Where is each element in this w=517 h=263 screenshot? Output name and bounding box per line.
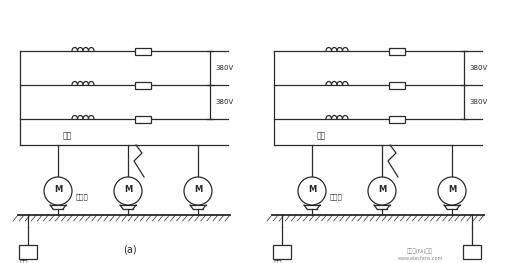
Bar xyxy=(389,48,405,54)
Text: 斷線: 斷線 xyxy=(63,131,72,140)
Bar xyxy=(389,115,405,123)
Text: 電動機: 電動機 xyxy=(76,194,89,200)
Text: 接地: 接地 xyxy=(274,259,282,263)
Text: M: M xyxy=(308,185,316,195)
Text: (a): (a) xyxy=(123,245,137,255)
Bar xyxy=(19,245,37,259)
Text: 380V: 380V xyxy=(469,65,487,71)
Bar xyxy=(135,82,151,89)
Text: 380V: 380V xyxy=(215,65,233,71)
Circle shape xyxy=(114,177,142,205)
Text: 電動機: 電動機 xyxy=(330,194,343,200)
Text: www.elecfans.com: www.elecfans.com xyxy=(397,255,443,260)
Text: M: M xyxy=(448,185,456,195)
Text: 380V: 380V xyxy=(469,99,487,105)
Bar xyxy=(463,245,481,259)
Text: M: M xyxy=(378,185,386,195)
Text: 380V: 380V xyxy=(215,99,233,105)
Text: 斷線: 斷線 xyxy=(317,131,326,140)
Text: M: M xyxy=(54,185,62,195)
Circle shape xyxy=(438,177,466,205)
Bar xyxy=(135,48,151,54)
Text: 接地: 接地 xyxy=(20,259,28,263)
Circle shape xyxy=(368,177,396,205)
Text: 電子發(fā)燒友: 電子發(fā)燒友 xyxy=(407,248,433,254)
Text: M: M xyxy=(124,185,132,195)
Text: M: M xyxy=(194,185,202,195)
Bar xyxy=(273,245,291,259)
Circle shape xyxy=(44,177,72,205)
Bar xyxy=(389,82,405,89)
Circle shape xyxy=(184,177,212,205)
Circle shape xyxy=(298,177,326,205)
Bar xyxy=(135,115,151,123)
